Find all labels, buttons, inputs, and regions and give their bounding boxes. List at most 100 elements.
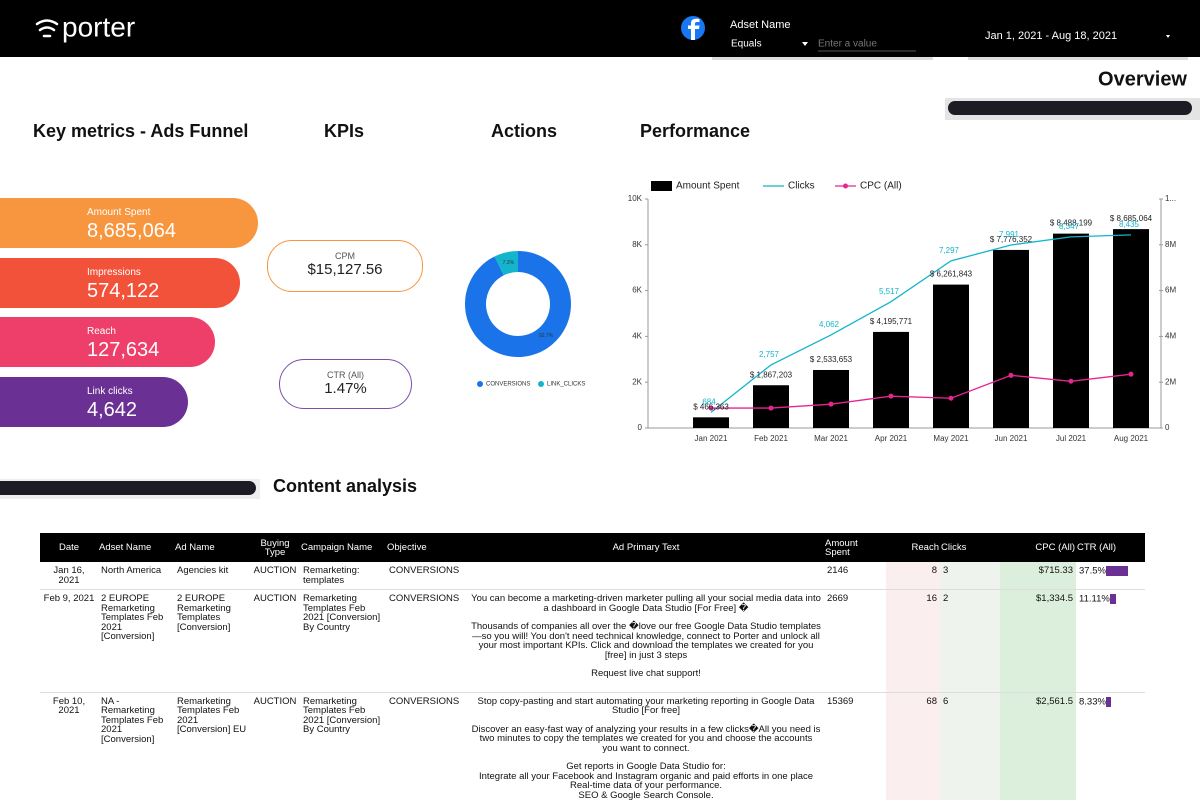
data-label: $ 466,363	[693, 402, 729, 411]
table-cell: $2,561.5	[1000, 692, 1076, 800]
y2-tick-label: 6M	[1165, 286, 1176, 295]
x-tick-label: Mar 2021	[814, 434, 848, 443]
table-cell: Remarketing Templates Feb 2021 [Conversi…	[300, 589, 386, 693]
cell-text: $2,561.5	[1036, 695, 1073, 707]
table-cell: Stop copy-pasting and start automating y…	[468, 692, 824, 800]
section-title: Actions	[491, 121, 558, 141]
date-shadow	[968, 57, 1188, 60]
table-cell: $715.33	[1000, 562, 1076, 590]
table-cell: CONVERSIONS	[386, 692, 468, 800]
x-tick-label: Feb 2021	[754, 434, 788, 443]
table-cell: 2	[940, 589, 1000, 693]
legend-swatch	[843, 183, 848, 189]
cell-text: 2 EUROPE Remarketing Templates Feb 2021 …	[101, 593, 164, 642]
x-tick-label: Jun 2021	[995, 434, 1028, 443]
table-cell: 15369	[824, 692, 886, 800]
section-title: KPIs	[324, 121, 365, 141]
data-label: 8,347	[1059, 222, 1080, 231]
legend-swatch	[477, 381, 483, 387]
donut-slice	[465, 251, 571, 357]
line-marker	[828, 401, 834, 407]
table-cell: 37.5%	[1076, 562, 1145, 590]
data-label: 7,991	[999, 230, 1020, 239]
data-label: 684	[702, 397, 716, 406]
line-marker	[948, 395, 954, 401]
divider	[948, 101, 1192, 115]
table-cell: AUCTION	[250, 562, 300, 590]
funnel-value: 4,642	[87, 399, 138, 421]
cell-text: AUCTION	[253, 695, 297, 707]
table-cell: Remarketing Templates Feb 2021 [Conversi…	[174, 692, 250, 800]
data-label: 2,757	[759, 350, 780, 359]
page-title: Overview	[1098, 68, 1187, 90]
filter-operator[interactable]: Equals	[731, 39, 762, 50]
funnel-card: Link clicks 4,642	[0, 377, 188, 427]
cell-text: AUCTION	[253, 593, 297, 604]
y-tick-label: 8K	[632, 240, 642, 249]
column-header: Campaign Name	[300, 533, 386, 562]
filter-input[interactable]: Enter a value	[818, 39, 877, 50]
ctr-bar	[1109, 594, 1117, 604]
cell-text: 2 EUROPE Remarketing Templates [Conversi…	[177, 593, 231, 633]
ctr-value: 37.5%	[1079, 565, 1106, 577]
cell-text: North America	[101, 565, 162, 576]
date-arrow[interactable]	[1166, 35, 1170, 38]
table-row: Feb 9, 2021 2 EUROPE Remarketing Template…	[40, 589, 1145, 693]
y2-tick-label: 4M	[1165, 332, 1176, 341]
filter-label[interactable]: Adset Name	[730, 19, 791, 31]
date-range[interactable]: Jan 1, 2021 - Aug 18, 2021	[985, 30, 1117, 42]
table-cell: CONVERSIONS	[386, 589, 468, 693]
bar	[1053, 233, 1089, 428]
table-cell: You can become a marketing-driven market…	[468, 589, 824, 693]
ctr-bar	[1105, 696, 1111, 707]
x-tick-label: Apr 2021	[875, 434, 908, 443]
y-tick-label: 0	[638, 423, 643, 432]
line-marker	[1128, 371, 1134, 377]
y2-tick-label: 2M	[1165, 377, 1176, 386]
donut-slice	[494, 251, 518, 276]
table-cell: 16	[886, 589, 940, 693]
data-label: $ 6,261,843	[930, 270, 973, 279]
cell-text: 2669	[827, 593, 849, 604]
table-cell: 2 EUROPE Remarketing Templates Feb 2021 …	[98, 589, 174, 693]
ctr-value: 11.11%	[1079, 593, 1110, 605]
data-label: $ 1,867,203	[750, 370, 793, 379]
ad-text-paragraph: Get reports in Google Data Studio for: I…	[478, 761, 814, 800]
column-header: Buying Type	[250, 533, 300, 562]
table-cell: 8.33%	[1076, 692, 1145, 800]
x-tick-label: Aug 2021	[1114, 434, 1149, 443]
data-label: 4,062	[819, 320, 840, 329]
legend-label: CPC (All)	[860, 181, 902, 192]
line-marker	[768, 405, 774, 411]
y2-tick-label: 8M	[1165, 240, 1176, 249]
table-cell	[468, 562, 824, 590]
kpi-label: CTR (All)	[327, 370, 364, 380]
line	[711, 373, 1132, 409]
section-title: Key metrics - Ads Funnel	[33, 121, 249, 141]
cell-text: 3	[943, 565, 949, 576]
cell-text: 2	[943, 593, 949, 604]
legend-label: CONVERSIONS	[486, 382, 530, 388]
y-tick-label: 6K	[632, 286, 642, 295]
cell-text: 15369	[827, 695, 854, 707]
cell-text: AUCTION	[253, 565, 297, 576]
dropdown-arrow[interactable]	[802, 42, 808, 46]
cell-text: 2146	[827, 565, 849, 576]
ctr-bar	[1105, 566, 1129, 576]
cell-text: 6	[943, 695, 949, 707]
table-cell: $1,334.5	[1000, 589, 1076, 693]
kpi-card: CTR (All) 1.47%	[279, 359, 412, 409]
table-cell: Jan 16, 2021	[40, 562, 98, 590]
column-header: Reach	[886, 533, 940, 562]
ad-text-paragraph: Request live chat support!	[591, 668, 701, 679]
cell-text: CONVERSIONS	[389, 593, 460, 604]
data-label: 5,517	[879, 287, 900, 296]
x-tick-label: May 2021	[933, 434, 969, 443]
table-cell: CONVERSIONS	[386, 562, 468, 590]
table-cell: 8	[886, 562, 940, 590]
bar	[693, 417, 729, 428]
cell-text: Remarketing: templates	[303, 565, 360, 586]
column-header: Date	[40, 533, 98, 562]
legend-label: Amount Spent	[676, 181, 740, 192]
